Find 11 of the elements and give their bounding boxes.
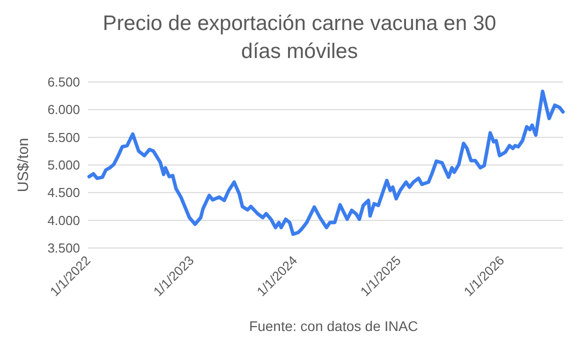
y-tick-label: 5.000 <box>47 158 80 173</box>
line-series <box>87 90 565 236</box>
chart-title: Precio de exportación carne vacuna en 30 días móviles <box>102 12 496 63</box>
y-tick-label: 4.500 <box>47 185 80 200</box>
y-tick-label: 6.000 <box>47 102 80 118</box>
y-tick-label: 5.500 <box>47 130 80 145</box>
y-tick-label: 4.000 <box>47 212 80 228</box>
y-tick-label: 6.500 <box>47 74 80 90</box>
y-axis-title: US$/ton <box>15 138 32 192</box>
y-tick-label: 3.500 <box>47 240 80 256</box>
source-note: Fuente: con datos de INAC <box>249 318 418 334</box>
